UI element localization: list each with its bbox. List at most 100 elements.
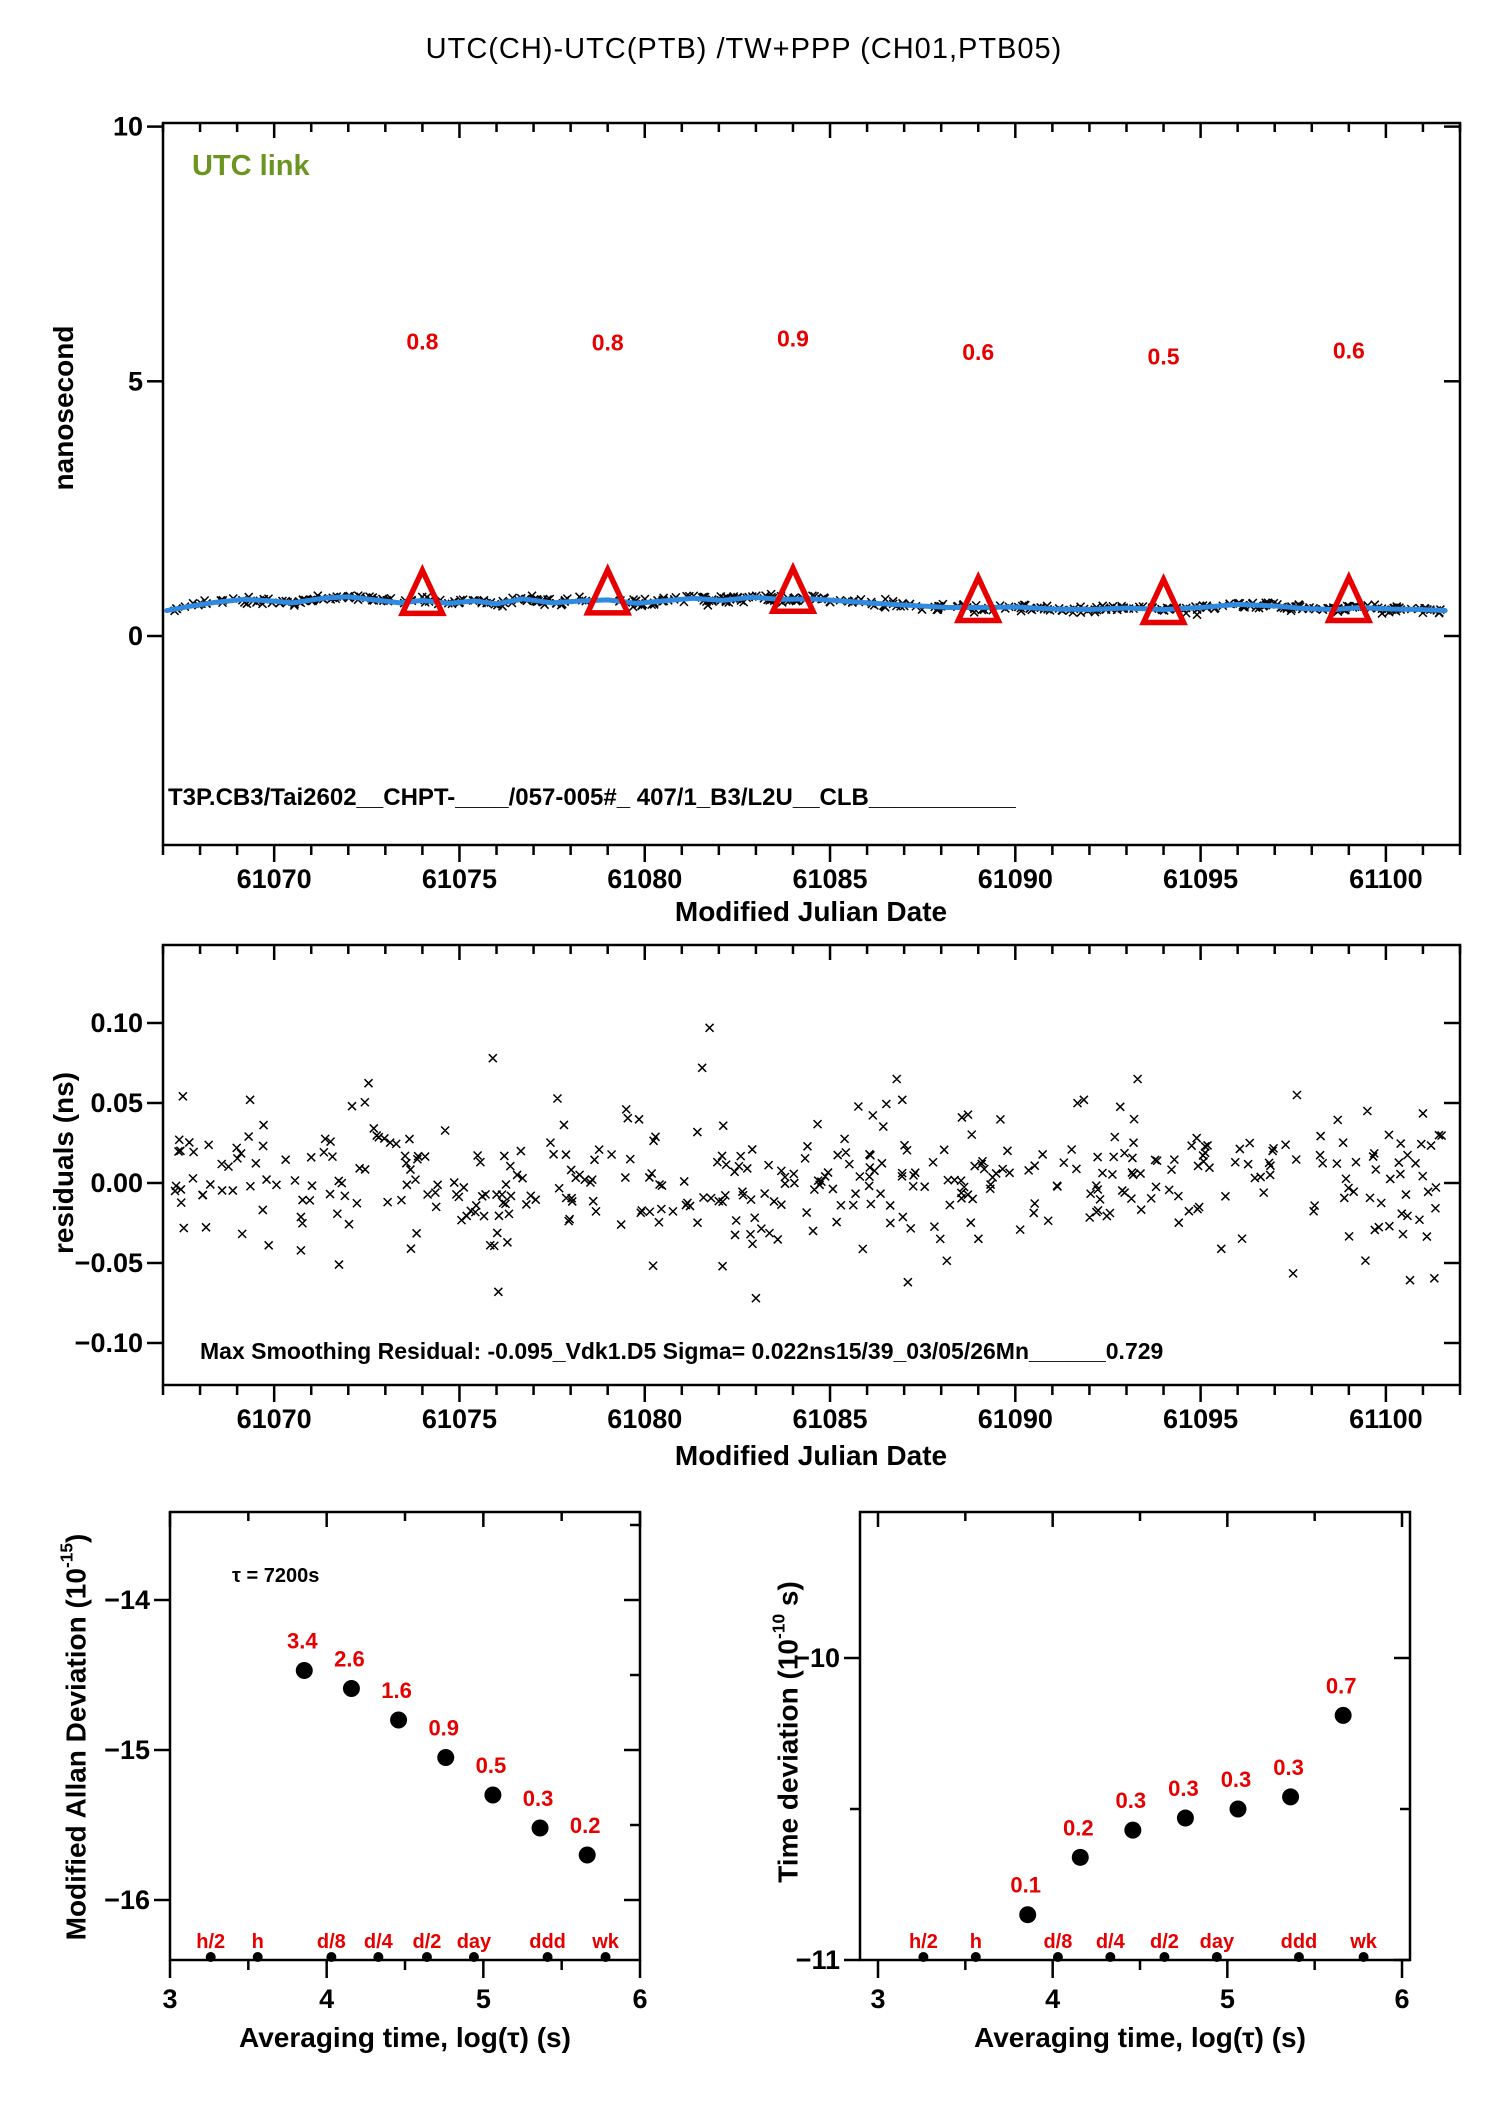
svg-text:61085: 61085	[792, 1404, 867, 1434]
svg-text:d/2: d/2	[412, 1931, 441, 1953]
svg-text:5: 5	[476, 1984, 491, 2014]
deviation-data-point	[437, 1749, 455, 1766]
svg-text:61070: 61070	[237, 864, 312, 894]
svg-text:−14: −14	[104, 1585, 150, 1615]
panel2-residuals-plot: 61070 61075 61080 61085 61090 61095 61100 −0.10…	[75, 943, 1462, 1434]
svg-text:6: 6	[632, 1984, 647, 2014]
svg-text:−0.05: −0.05	[75, 1248, 143, 1278]
svg-text:day: day	[1200, 1931, 1235, 1953]
svg-text:−15: −15	[104, 1735, 150, 1765]
svg-text:0.3: 0.3	[1168, 1776, 1199, 1801]
svg-text:wk: wk	[1349, 1931, 1378, 1953]
utc-link-smoothed-line	[164, 594, 1448, 614]
svg-text:61080: 61080	[607, 1404, 682, 1434]
svg-text:ddd: ddd	[529, 1931, 566, 1953]
svg-text:0.2: 0.2	[570, 1813, 601, 1838]
svg-text:3: 3	[870, 1984, 885, 2014]
svg-text:0.7: 0.7	[1326, 1673, 1357, 1698]
deviation-data-point	[484, 1786, 502, 1804]
calibration-triangle-marker	[1139, 572, 1188, 626]
svg-text:−11: −11	[796, 1945, 840, 1975]
svg-text:h/2: h/2	[909, 1931, 938, 1953]
svg-text:d/8: d/8	[1043, 1931, 1072, 1953]
svg-text:0: 0	[128, 621, 143, 651]
panel3-x-axis-title: Averaging time, log(τ) (s)	[239, 2022, 571, 2053]
svg-text:1.6: 1.6	[381, 1678, 412, 1703]
svg-text:0.00: 0.00	[90, 1168, 143, 1198]
svg-text:0.5: 0.5	[1148, 343, 1180, 369]
tau-note: τ = 7200s	[232, 1565, 320, 1587]
calibration-triangle-marker	[953, 570, 1003, 624]
svg-text:d/2: d/2	[1150, 1931, 1179, 1953]
panel1-x-axis-title: Modified Julian Date	[674, 896, 948, 927]
svg-text:61070: 61070	[237, 1404, 312, 1434]
svg-text:−16: −16	[104, 1885, 150, 1915]
deviation-data-point	[531, 1819, 549, 1837]
svg-text:2.6: 2.6	[334, 1647, 365, 1672]
svg-text:0.8: 0.8	[406, 329, 438, 355]
svg-text:61090: 61090	[978, 864, 1053, 894]
svg-text:61075: 61075	[422, 864, 497, 894]
deviation-data-point	[1071, 1848, 1089, 1866]
panel4-tdev-plot: 3 4 5 6 −10 −11 0.1 0.2 0.3 0.3 0.3 0.3 0.7 h/2 h d/8 d/…	[794, 1510, 1412, 2014]
svg-text:0.2: 0.2	[1063, 1815, 1094, 1840]
panel2-x-axis-title: Modified Julian Date	[674, 1440, 948, 1471]
page-title: UTC(CH)-UTC(PTB) /TW+PPP (CH01,PTB05)	[425, 33, 1063, 65]
calibration-triangle-marker	[768, 561, 818, 615]
svg-text:61080: 61080	[607, 864, 682, 894]
svg-text:h: h	[252, 1931, 264, 1953]
panel1-annotation: T3P.CB3/Tai2602__CHPT-____/057-005#_ 407…	[168, 784, 1016, 811]
svg-text:61075: 61075	[422, 1404, 497, 1434]
svg-text:0.5: 0.5	[476, 1753, 507, 1778]
svg-text:4: 4	[319, 1984, 334, 2014]
svg-text:d/4: d/4	[364, 1931, 394, 1953]
svg-text:h/2: h/2	[196, 1931, 225, 1953]
svg-text:h: h	[970, 1931, 982, 1953]
svg-text:61090: 61090	[978, 1404, 1053, 1434]
svg-text:5: 5	[1220, 1984, 1235, 2014]
svg-text:−0.10: −0.10	[75, 1328, 143, 1358]
deviation-data-point	[390, 1711, 408, 1729]
calibration-triangle-marker	[1324, 570, 1374, 624]
deviation-data-point	[1229, 1800, 1247, 1818]
svg-text:0.10: 0.10	[90, 1008, 143, 1038]
svg-text:0.6: 0.6	[1333, 337, 1365, 363]
svg-text:day: day	[457, 1931, 492, 1953]
deviation-data-point	[1124, 1821, 1142, 1839]
svg-text:0.6: 0.6	[962, 339, 994, 365]
panel2-annotation: Max Smoothing Residual: -0.095_Vdk1.D5 S…	[200, 1338, 1164, 1364]
deviation-data-point	[578, 1846, 596, 1864]
utc-link-label: UTC link	[192, 150, 310, 182]
svg-text:61100: 61100	[1349, 864, 1423, 894]
svg-text:61095: 61095	[1163, 1404, 1238, 1434]
svg-text:0.05: 0.05	[90, 1088, 143, 1118]
svg-text:0.3: 0.3	[523, 1786, 554, 1811]
deviation-data-point	[1019, 1906, 1037, 1924]
panel1-utc-link-plot: 0.8 0.8 0.9 0.6 0.5 0.6 61070 61075 61080 61085 61…	[113, 112, 1462, 894]
deviation-data-point	[295, 1662, 313, 1679]
deviation-data-point	[1282, 1788, 1300, 1806]
panel3-mdev-plot: 3 4 5 6 −14 −15 −16 3.4 2.6 1.6 0.9 0.5 0.3 0.2 h/2 h d/…	[104, 1510, 648, 2014]
deviation-data-point	[1334, 1706, 1352, 1724]
svg-text:0.9: 0.9	[777, 326, 809, 352]
svg-text:0.9: 0.9	[428, 1716, 459, 1741]
svg-text:0.8: 0.8	[592, 330, 624, 356]
svg-text:6: 6	[1394, 1984, 1409, 2014]
deviation-data-point	[342, 1680, 360, 1697]
svg-text:0.3: 0.3	[1273, 1755, 1304, 1780]
svg-text:3.4: 3.4	[287, 1629, 318, 1654]
svg-text:61095: 61095	[1163, 864, 1238, 894]
svg-text:5: 5	[128, 366, 143, 396]
svg-text:0.1: 0.1	[1010, 1873, 1041, 1898]
calibration-triangle-marker	[398, 563, 447, 617]
svg-text:0.3: 0.3	[1116, 1788, 1147, 1813]
svg-text:−10: −10	[794, 1643, 840, 1673]
svg-text:d/8: d/8	[317, 1931, 346, 1953]
svg-text:d/4: d/4	[1096, 1931, 1126, 1953]
svg-text:wk: wk	[591, 1931, 620, 1953]
svg-text:ddd: ddd	[1281, 1931, 1318, 1953]
residual-x-markers	[170, 1023, 1447, 1303]
svg-text:10: 10	[113, 112, 143, 142]
